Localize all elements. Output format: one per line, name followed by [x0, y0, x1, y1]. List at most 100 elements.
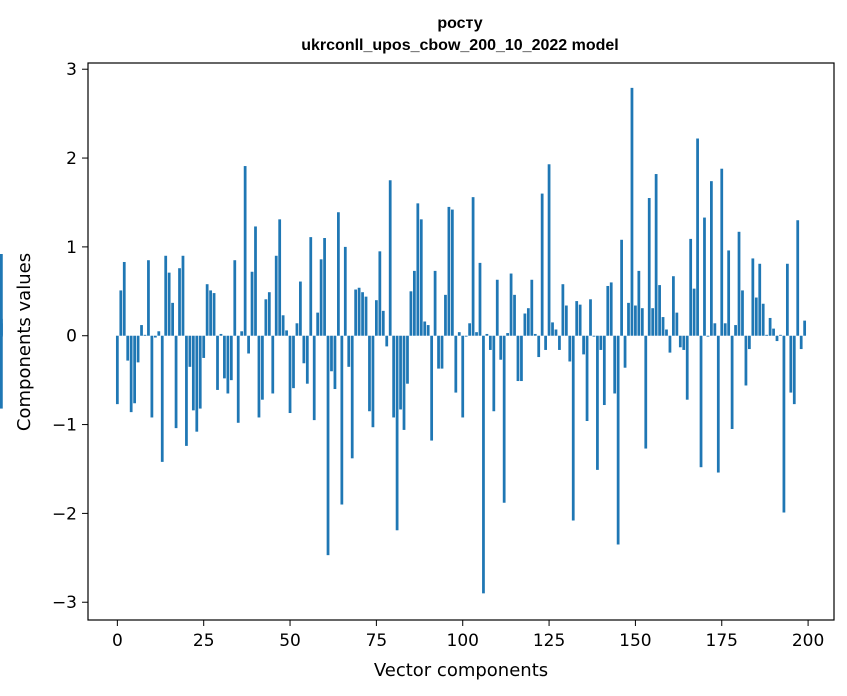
x-tick-label: 50: [279, 631, 301, 651]
bar-46: [274, 255, 278, 336]
bar-18: [178, 268, 181, 336]
bar-9: [147, 260, 150, 336]
bar-158: [661, 317, 665, 336]
bar-115: [513, 294, 516, 336]
bar-127: [554, 329, 558, 336]
bar-144: [613, 335, 617, 394]
y-tick-label: 1: [66, 238, 77, 258]
bar-102: [468, 323, 472, 336]
plot-frame: [87, 62, 835, 621]
bar-193: [782, 335, 786, 513]
bar-190: [772, 328, 775, 336]
x-tick-label: 150: [619, 631, 651, 651]
x-tick-label: 0: [112, 631, 123, 651]
bar-6: [136, 335, 140, 363]
bar-45: [271, 335, 275, 394]
bar-8: [143, 334, 147, 336]
x-tick-label: 175: [706, 631, 738, 651]
bar-105: [478, 262, 482, 336]
bar-74: [371, 335, 375, 428]
bar-185: [754, 297, 758, 336]
bar-16: [171, 302, 174, 336]
y-tick-label: 3: [66, 60, 77, 80]
bar-0: [115, 335, 119, 405]
bar-141: [602, 335, 606, 406]
bar-41: [257, 335, 261, 418]
bar-3: [126, 335, 130, 361]
bar-79: [388, 180, 392, 336]
y-tick-label: 0: [66, 327, 77, 347]
bar-32: [226, 335, 230, 394]
bar-143: [609, 282, 613, 336]
bar-55: [305, 335, 309, 384]
bar-181: [741, 290, 744, 336]
bar-125: [547, 164, 551, 336]
bar-52: [295, 323, 299, 336]
bar-178: [730, 335, 734, 430]
bar-142: [606, 285, 610, 336]
bar-62: [330, 335, 333, 372]
bar-93: [437, 335, 440, 369]
bar-130: [564, 305, 568, 336]
bar-71: [361, 292, 364, 336]
bar-77: [381, 310, 385, 336]
bar-88: [419, 219, 423, 336]
bar-192: [779, 334, 782, 336]
bar-103: [471, 197, 475, 336]
bar-199: [803, 320, 807, 336]
bar-59: [319, 259, 323, 336]
bar-80: [392, 335, 396, 418]
bar-150: [634, 305, 637, 336]
bar-165: [685, 335, 689, 400]
bar-19: [181, 255, 185, 336]
bar-101: [464, 335, 468, 337]
bar-76: [378, 251, 382, 336]
bar-60: [323, 238, 326, 336]
bar-198: [799, 335, 803, 350]
bar-138: [592, 335, 596, 337]
chart-subtitle: ukrconll_upos_cbow_200_10_2022 model: [301, 37, 618, 54]
bar-111: [499, 335, 503, 360]
bar-114: [509, 273, 513, 336]
bar-155: [651, 308, 655, 336]
bar-167: [692, 288, 696, 336]
bar-119: [526, 308, 530, 336]
bar-96: [447, 206, 451, 336]
bar-157: [658, 285, 661, 336]
bar-183: [748, 335, 751, 350]
bar-57: [312, 335, 316, 421]
bar-31: [223, 335, 226, 379]
bar-156: [654, 174, 658, 336]
bar-63: [333, 335, 337, 390]
bar-undefined: [0, 318, 3, 336]
bar-116: [516, 335, 520, 382]
bar-14: [164, 255, 168, 336]
bar-21: [188, 335, 192, 367]
bar-28: [212, 293, 216, 336]
bar-47: [278, 219, 282, 336]
x-tick-label: 25: [193, 631, 215, 651]
y-axis-label: Components values: [14, 253, 35, 431]
bar-110: [495, 279, 499, 336]
bar-122: [537, 335, 541, 358]
bar-95: [444, 294, 447, 336]
bar-35: [236, 335, 240, 423]
bar-152: [640, 308, 644, 336]
bar-194: [785, 263, 789, 336]
y-tick-label: −3: [52, 593, 77, 613]
bar-11: [153, 335, 157, 338]
bar-36: [240, 331, 244, 336]
y-tick-label: −1: [52, 416, 77, 436]
bar-66: [343, 246, 347, 336]
bar-191: [775, 335, 779, 342]
bar-92: [433, 270, 437, 336]
bar-38: [247, 335, 250, 354]
bar-13: [160, 335, 164, 462]
bar-87: [416, 203, 420, 336]
bar-173: [713, 323, 717, 336]
bar-182: [744, 335, 748, 386]
bar-4: [129, 335, 133, 413]
bar-81: [395, 335, 399, 531]
bar-106: [482, 335, 485, 594]
